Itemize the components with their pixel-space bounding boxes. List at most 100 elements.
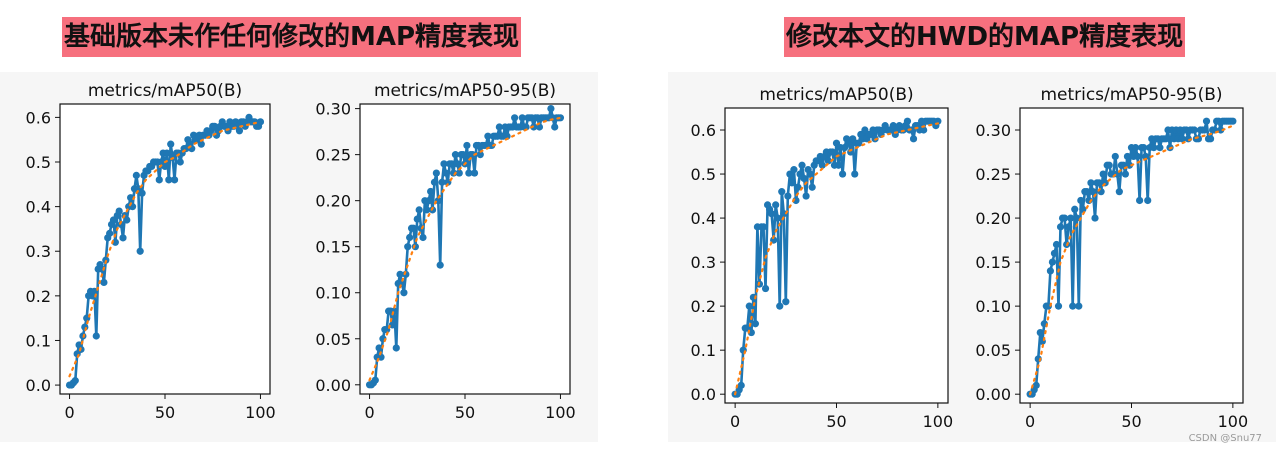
x-tick-label: 0 [1025, 412, 1035, 431]
x-tick-label: 0 [730, 412, 740, 431]
data-point [442, 169, 450, 177]
data-point [235, 127, 244, 135]
data-point [1095, 179, 1103, 187]
data-point [106, 229, 114, 237]
data-point [1087, 179, 1095, 187]
data-point [1144, 196, 1152, 205]
x-tick-label: 50 [826, 412, 846, 431]
data-point [155, 176, 163, 184]
data-point [920, 126, 928, 134]
left-heading: 基础版本未作任何修改的MAP精度表现 [62, 17, 522, 57]
data-point [737, 381, 745, 389]
smooth-line [1028, 124, 1234, 396]
plot-area [60, 104, 270, 394]
smooth-line [368, 116, 562, 382]
data-point [1091, 214, 1099, 222]
y-tick-label: 0.10 [975, 297, 1011, 316]
data-point [768, 210, 776, 218]
data-point [413, 215, 421, 223]
data-point [838, 170, 847, 178]
x-tick-label: 100 [545, 403, 576, 422]
data-point [774, 214, 782, 222]
data-point [1054, 302, 1063, 310]
smooth-line [733, 122, 939, 396]
data-point [784, 192, 792, 200]
data-point [903, 117, 912, 125]
data-point [1099, 170, 1107, 178]
data-point [1142, 152, 1150, 161]
data-point [463, 141, 471, 150]
data-point [759, 223, 768, 231]
data-point [1077, 196, 1085, 205]
data-point [1050, 249, 1059, 257]
data-point [800, 174, 808, 183]
data-point [851, 170, 859, 178]
data-point [459, 151, 467, 159]
data-point [518, 114, 526, 122]
data-point [1069, 302, 1077, 310]
data-point [782, 298, 790, 306]
data-point [1190, 126, 1198, 134]
chart-title: metrics/mAP50(B) [759, 85, 913, 105]
y-tick-label: 0.0 [26, 376, 51, 395]
chart-map50-hwd: metrics/mAP50(B) 0.0 0.1 0.2 0.3 0.4 0.5 0.6 0 50… [691, 85, 954, 431]
data-point [806, 170, 814, 178]
y-tick-label: 0.30 [315, 100, 351, 119]
y-tick-label: 0.25 [975, 165, 1011, 184]
data-point [1061, 214, 1069, 222]
y-tick-label: 0.3 [691, 253, 716, 272]
data-point [522, 123, 530, 131]
data-point [167, 140, 175, 148]
y-tick-label: 0.4 [26, 198, 51, 217]
data-point [440, 160, 448, 168]
data-point [909, 135, 918, 143]
data-point [430, 178, 439, 186]
right-heading: 修改本文的HWD的MAP精度表现 [784, 17, 1186, 57]
data-point [117, 220, 125, 229]
y-tick-label: 0.4 [691, 209, 716, 228]
data-point [788, 179, 796, 187]
chart-title: metrics/mAP50-95(B) [374, 81, 556, 101]
watermark: CSDN @Snu77 [1188, 433, 1262, 444]
data-point [161, 162, 169, 171]
data-point [1048, 258, 1057, 266]
data-point [465, 169, 473, 177]
data-point [176, 158, 184, 166]
data-point [170, 176, 179, 184]
data-point [761, 284, 770, 293]
x-tick-label: 50 [155, 403, 175, 422]
y-tick-label: 0.05 [975, 341, 1011, 360]
data-point [1156, 144, 1164, 152]
y-tick-label: 0.15 [315, 238, 351, 257]
y-tick-label: 0.1 [691, 341, 716, 360]
data-point [448, 160, 456, 168]
data-point [92, 332, 100, 340]
data-point [165, 176, 173, 184]
data-point [1036, 328, 1044, 337]
data-point [745, 302, 753, 310]
data-point [778, 188, 786, 196]
y-tick-label: 0.2 [26, 287, 51, 306]
chart-title: metrics/mAP50(B) [88, 81, 242, 101]
data-point [808, 183, 816, 191]
data-point [751, 320, 760, 328]
data-point [1121, 170, 1130, 178]
data-point [411, 243, 419, 251]
chart-map50-95-baseline: metrics/mAP50-95(B) 0.00 0.05 0.10 0.15 0.20 0… [315, 81, 576, 422]
x-tick-label: 0 [64, 403, 74, 422]
data-point [794, 183, 802, 191]
data-point [1178, 135, 1186, 143]
data-point [1046, 267, 1055, 275]
data-point [790, 166, 798, 174]
data-point [396, 270, 404, 278]
data-point [1133, 152, 1142, 161]
data-point [427, 187, 435, 196]
x-tick-label: 0 [364, 403, 374, 422]
smooth-line [68, 120, 262, 378]
data-point [476, 151, 484, 159]
data-point [90, 287, 98, 295]
data-point [400, 289, 408, 297]
data-point [123, 216, 131, 224]
y-tick-label: 0.20 [975, 209, 1011, 228]
data-point [469, 151, 477, 159]
